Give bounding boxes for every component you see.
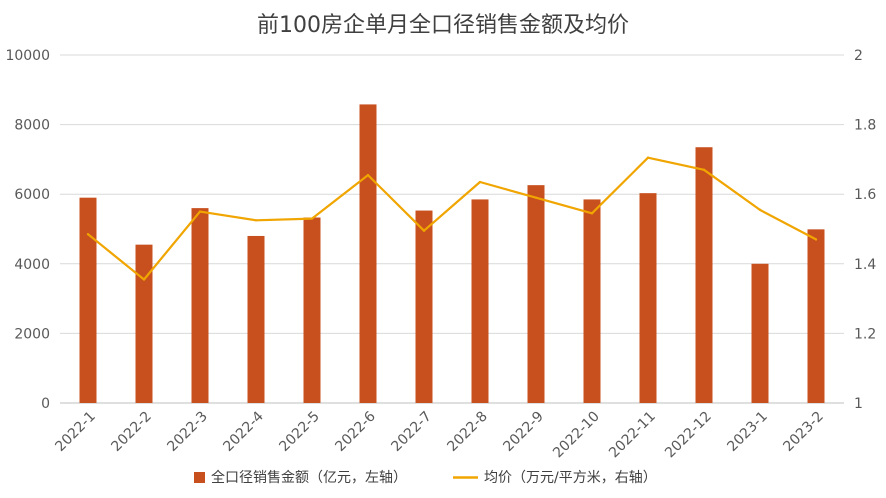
- bar: [135, 244, 153, 403]
- left-tick-label: 8000: [14, 118, 50, 134]
- x-tick-label: 2022-1: [52, 409, 98, 455]
- bar: [751, 263, 769, 403]
- bar: [359, 104, 377, 403]
- bar: [79, 197, 97, 403]
- line-point: [254, 219, 258, 222]
- left-tick-label: 0: [41, 396, 50, 412]
- left-tick-label: 6000: [14, 187, 50, 203]
- bar: [247, 235, 265, 403]
- right-y-axis: 1 1.2 1.4 1.6 1.8 2: [854, 48, 876, 412]
- x-tick-label: 2022-9: [500, 409, 546, 455]
- legend-bar-swatch: [194, 472, 205, 483]
- line-point: [86, 233, 90, 236]
- right-tick-label: 2: [854, 48, 863, 64]
- legend-bar-label: 全口径销售金额（亿元，左轴）: [211, 469, 407, 486]
- left-tick-label: 4000: [14, 257, 50, 273]
- bar: [583, 199, 601, 403]
- right-tick-label: 1.8: [854, 118, 876, 134]
- x-tick-label: 2022-11: [606, 409, 659, 462]
- line-point: [198, 210, 202, 213]
- x-tick-label: 2023-1: [724, 409, 770, 455]
- line-point: [142, 278, 146, 281]
- x-axis: 2022-1 2022-2 2022-3 2022-4 2022-5 2022-6 2022…: [52, 408, 826, 461]
- bar: [191, 208, 209, 403]
- x-tick-label: 2022-12: [662, 409, 715, 462]
- x-tick-label: 2022-7: [388, 409, 434, 455]
- bar-series: [79, 104, 825, 403]
- x-tick-label: 2022-5: [276, 409, 322, 455]
- x-tick-label: 2022-8: [444, 409, 490, 455]
- left-y-axis: 0 2000 4000 6000 8000 10000: [5, 48, 50, 412]
- x-tick-label: 2022-6: [332, 408, 378, 454]
- line-point: [534, 196, 538, 199]
- x-tick-label: 2022-4: [220, 408, 266, 454]
- bar: [639, 193, 657, 403]
- bar: [527, 185, 545, 403]
- right-tick-label: 1.6: [854, 187, 876, 203]
- right-tick-label: 1.4: [854, 257, 876, 273]
- x-tick-label: 2023-2: [780, 409, 826, 455]
- x-tick-label: 2022-2: [108, 409, 154, 455]
- line-point: [814, 238, 818, 241]
- legend-line-label: 均价（万元/平方米，右轴）: [484, 470, 657, 486]
- x-tick-label: 2022-10: [550, 409, 603, 462]
- left-tick-label: 10000: [5, 48, 50, 64]
- line-point: [590, 212, 594, 215]
- x-tick-label: 2022-3: [164, 409, 210, 455]
- line-point: [310, 217, 314, 220]
- right-tick-label: 1.2: [854, 326, 876, 342]
- bar: [695, 147, 713, 403]
- line-series: [86, 156, 818, 281]
- gridlines: [60, 54, 844, 404]
- line-point: [478, 180, 482, 184]
- bar: [415, 210, 433, 403]
- price-line: [87, 156, 817, 281]
- bar: [303, 217, 321, 403]
- line-point: [366, 173, 370, 177]
- left-tick-label: 2000: [14, 326, 50, 342]
- chart-title: 前100房企单月全口径销售金额及均价: [257, 13, 629, 38]
- line-point: [646, 156, 650, 159]
- bar: [471, 199, 489, 403]
- right-tick-label: 1: [854, 396, 863, 412]
- legend: 全口径销售金额（亿元，左轴） 均价（万元/平方米，右轴）: [194, 469, 657, 486]
- line-point: [422, 229, 426, 232]
- line-point: [758, 208, 762, 212]
- line-point: [702, 168, 706, 172]
- bar: [807, 229, 825, 403]
